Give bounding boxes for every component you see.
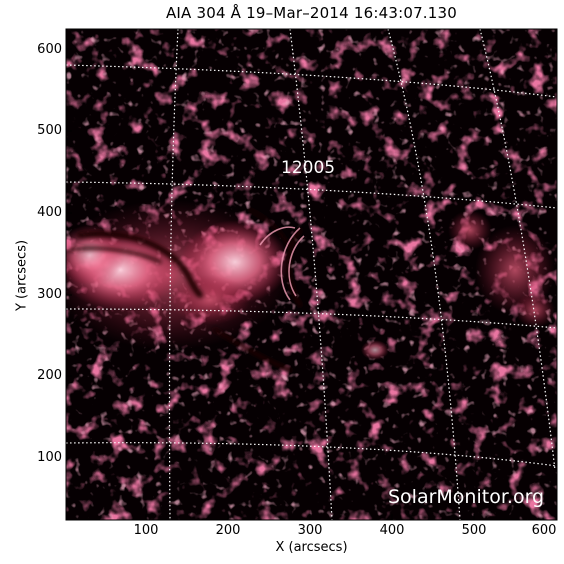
y-tick-label: 400	[37, 205, 62, 220]
x-tick-label: 500	[461, 523, 487, 538]
x-tick-label: 600	[531, 523, 557, 538]
y-tick-label: 200	[37, 368, 62, 383]
y-tick-label: 300	[37, 287, 62, 302]
active-region	[66, 200, 290, 350]
y-tick-label: 600	[37, 42, 62, 57]
solar-image	[66, 29, 557, 520]
y-axis-label: Y (arcsecs)	[14, 239, 30, 312]
axes-frame	[65, 28, 558, 521]
y-tick-label: 500	[37, 123, 62, 138]
x-axis-label: X (arcsecs)	[275, 540, 348, 555]
x-tick-label: 400	[379, 523, 405, 538]
x-tick-label: 200	[215, 523, 241, 538]
y-tick-label: 100	[37, 450, 62, 465]
plage-east	[361, 210, 555, 360]
region-number-label: 12005	[281, 158, 336, 178]
heliographic-grid	[66, 29, 557, 520]
x-tick-label: 300	[297, 523, 323, 538]
x-tick-label: 100	[133, 523, 159, 538]
image-title: AIA 304 Å 19–Mar–2014 16:43:07.130	[165, 4, 458, 22]
coronal-loops	[259, 226, 305, 301]
watermark-credit: SolarMonitor.org	[388, 486, 545, 508]
tick-marks	[66, 48, 557, 520]
